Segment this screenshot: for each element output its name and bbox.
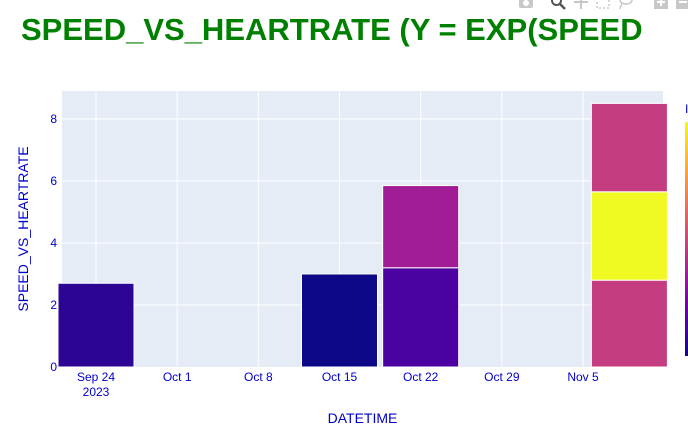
y-tick-label: 0 — [50, 360, 57, 374]
y-tick-label: 2 — [50, 298, 57, 312]
x-tick-label: Oct 8 — [244, 370, 273, 384]
colorbar-title-fragment: I — [685, 102, 688, 116]
x-tick-year-label: 2023 — [83, 385, 110, 399]
zoom-in-icon[interactable] — [653, 0, 669, 10]
bar-segment — [382, 185, 460, 269]
zoom-icon[interactable] — [550, 0, 566, 10]
box-select-icon[interactable] — [595, 0, 611, 10]
bar-segment — [382, 267, 460, 368]
bar-segment — [590, 279, 668, 368]
x-tick-label: Oct 29 — [484, 370, 520, 384]
pan-icon[interactable] — [573, 0, 589, 10]
y-tick-label: 4 — [50, 236, 57, 250]
lasso-icon[interactable] — [617, 0, 633, 10]
x-axis-title: DATETIME — [328, 410, 398, 426]
bar-segment — [300, 273, 379, 368]
y-tick-label: 6 — [50, 174, 57, 188]
zoom-out-icon[interactable] — [675, 0, 688, 10]
camera-icon[interactable] — [518, 0, 534, 10]
chart-title: SPEED_VS_HEARTRATE (Y = EXP(SPEED — [21, 12, 643, 47]
bar-segment — [57, 282, 135, 368]
colorbar — [685, 122, 688, 356]
x-tick-label: Nov 5 — [567, 370, 599, 384]
x-tick-label: Oct 22 — [403, 370, 439, 384]
modebar — [510, 0, 688, 10]
bar-segment — [590, 191, 668, 281]
bar-segment — [590, 102, 668, 193]
x-tick-label: Oct 15 — [322, 370, 358, 384]
x-tick-label: Oct 1 — [163, 370, 192, 384]
y-axis-title: SPEED_VS_HEARTRATE — [15, 146, 31, 311]
y-tick-label: 8 — [50, 112, 57, 126]
x-tick-label: Sep 24 — [77, 370, 115, 384]
